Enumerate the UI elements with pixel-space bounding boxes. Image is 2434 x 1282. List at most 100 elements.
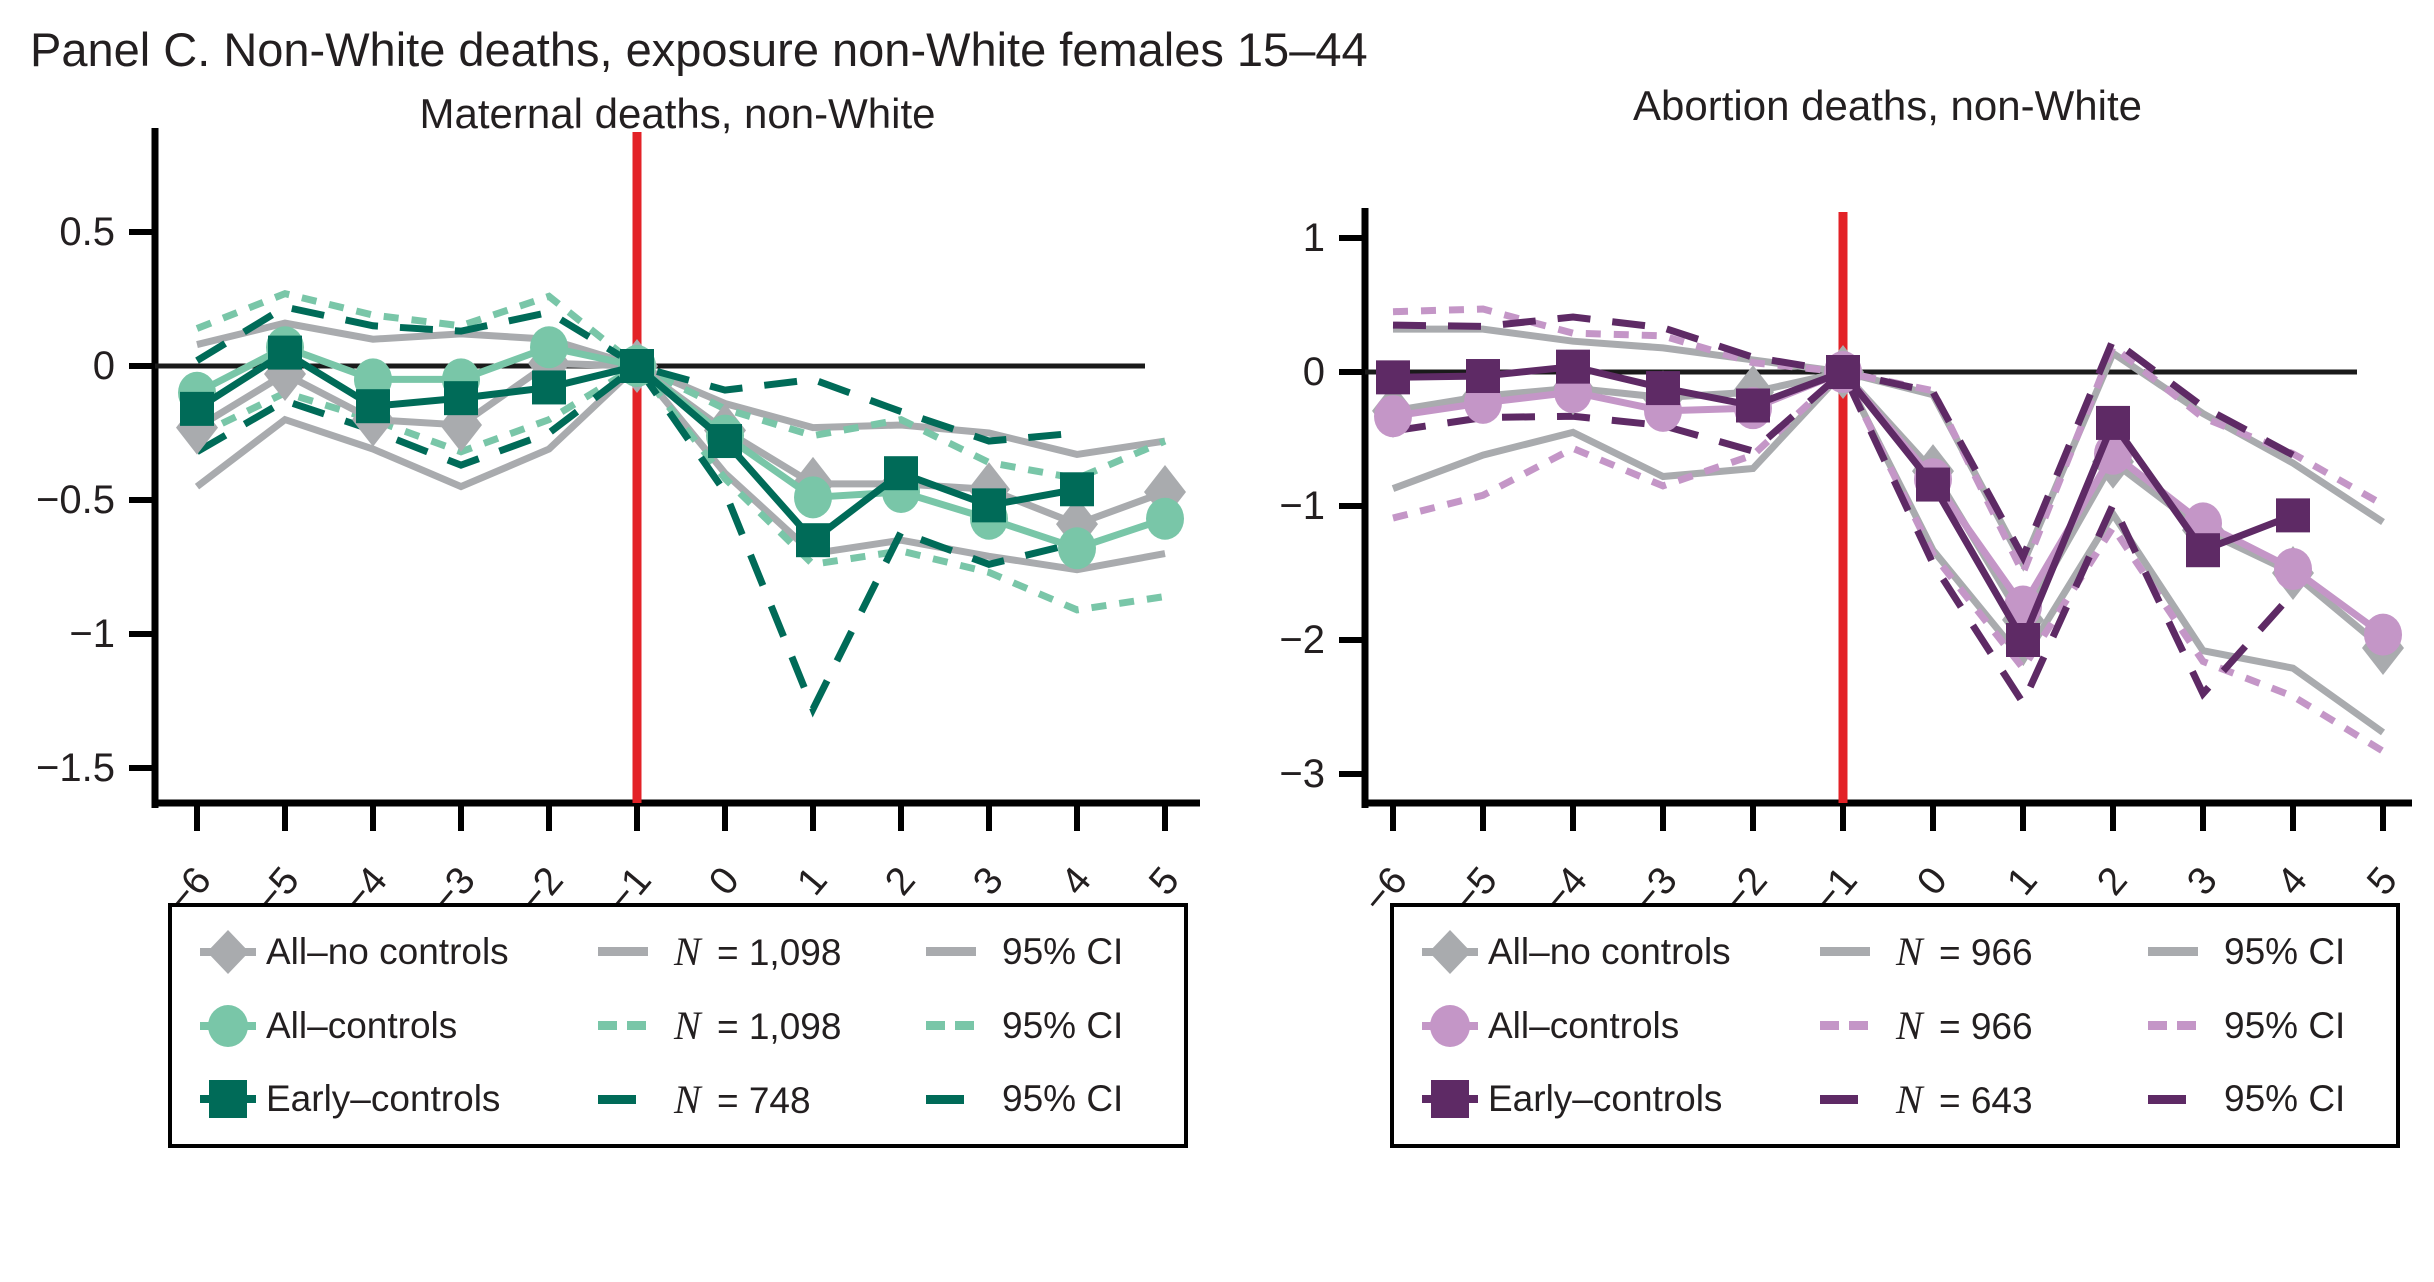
marker-square: [356, 389, 390, 424]
legend-marker-circle-icon: [200, 1001, 266, 1051]
legend-marker-diamond-icon: [1422, 927, 1488, 977]
x-tick-label: 3: [2179, 859, 2226, 903]
ci-line: [195, 361, 1078, 718]
legend-sample-size: N = 966: [1896, 929, 2033, 975]
legend-line-swatch-icon: [596, 944, 674, 959]
legend-ci-label: 95% CI: [2224, 1078, 2346, 1120]
y-tick-label: 0: [1303, 350, 1325, 394]
legend-line-swatch-icon: [596, 1092, 674, 1107]
legend-marker-square-icon: [200, 1074, 266, 1124]
y-tick-label: 0.5: [59, 210, 115, 254]
marker-square: [1466, 359, 1500, 394]
marker-circle: [2274, 547, 2312, 590]
x-tick-label: 0: [1909, 859, 1956, 903]
ci-line: [194, 360, 1166, 574]
legend-row: Early–controls N = 748 95% CI: [200, 1064, 1184, 1134]
series-line: [1392, 368, 2386, 651]
marker-square: [2096, 405, 2130, 440]
legend-series-label: All–controls: [1488, 1004, 1680, 1046]
marker-square: [444, 381, 478, 416]
marker-square: [1646, 371, 1680, 406]
marker-square: [972, 488, 1006, 523]
x-tick-label: 1: [1999, 859, 2046, 903]
y-tick-label: −0.5: [36, 478, 115, 522]
x-tick-label: 3: [965, 859, 1012, 903]
x-tick-label: 2: [877, 859, 924, 903]
legend-ci-label: 95% CI: [2224, 930, 2346, 972]
ci-line: [1392, 366, 2385, 755]
legend-row: All–no controls N = 1,098 95% CI: [200, 917, 1184, 987]
legend-sample-size: N = 966: [1896, 1003, 2033, 1048]
y-tick-label: −1.5: [36, 746, 115, 790]
ci-line: [1391, 365, 2386, 736]
legend-row: All–controls N = 1,098 95% CI: [200, 991, 1184, 1061]
marker-circle: [794, 476, 832, 519]
x-tick-label: 5: [2359, 859, 2406, 903]
marker-square: [1736, 388, 1770, 423]
marker-square: [620, 349, 654, 383]
marker-square: [1060, 472, 1094, 507]
legend-series-label: All–no controls: [266, 930, 509, 972]
legend-marker-square-icon: [1422, 1074, 1488, 1124]
marker-square: [268, 335, 302, 370]
marker-square: [1556, 349, 1590, 384]
marker-circle: [530, 326, 568, 369]
x-tick-label: 0: [701, 859, 748, 903]
marker-circle: [1146, 497, 1184, 540]
marker-square: [796, 523, 830, 558]
marker-square: [1916, 467, 1950, 502]
x-tick-label: 4: [1053, 859, 1100, 903]
panel-title: Panel C. Non-White deaths, exposure non-…: [30, 23, 1368, 76]
legend-series-label: Early–controls: [1488, 1078, 1723, 1120]
marker-square: [2276, 498, 2310, 533]
chart-title-abortion: Abortion deaths, non-White: [1633, 82, 2142, 129]
legend-sample-size: N = 1,098: [674, 929, 842, 975]
x-tick-label: 1: [789, 859, 836, 903]
marker-circle: [2364, 613, 2402, 656]
marker-square: [180, 391, 214, 426]
legend-series-label: All–controls: [266, 1004, 458, 1046]
ci-line: [195, 289, 1167, 483]
legend-ci-swatch-icon: [2146, 1092, 2224, 1107]
marker-square: [1826, 355, 1860, 389]
ci-line: [1393, 325, 2385, 572]
y-tick-label: −3: [1279, 752, 1325, 796]
marker-circle: [1374, 395, 1412, 438]
legend-row: Early–controls N = 643 95% CI: [1422, 1064, 2396, 1134]
legend-sample-size: N = 1,098: [674, 1003, 842, 1048]
legend-line-swatch-icon: [596, 1018, 674, 1033]
y-tick-label: −1: [69, 612, 115, 656]
y-tick-label: −2: [1279, 618, 1325, 662]
legend-series-label: All–no controls: [1488, 930, 1731, 972]
ci-line: [1392, 305, 2385, 582]
marker-circle: [1058, 527, 1096, 570]
legend-line-swatch-icon: [1818, 944, 1896, 959]
legend-row: All–no controls N = 966 95% CI: [1422, 917, 2396, 987]
x-tick-label: 2: [2089, 859, 2136, 903]
x-tick-label: 4: [2269, 859, 2316, 903]
y-tick-label: −1: [1279, 484, 1325, 528]
marker-square: [532, 370, 566, 405]
legend-ci-swatch-icon: [924, 944, 1002, 959]
legend-ci-swatch-icon: [2146, 944, 2224, 959]
x-tick-label: 5: [1141, 859, 1188, 903]
legend-sample-size: N = 643: [1896, 1076, 2033, 1122]
legend-marker-circle-icon: [1422, 1001, 1488, 1051]
legend-ci-swatch-icon: [2146, 1018, 2224, 1033]
legend-ci-swatch-icon: [924, 1018, 1002, 1033]
ci-line: [195, 303, 1078, 445]
series-line: [1392, 367, 2386, 638]
legend-line-swatch-icon: [1818, 1092, 1896, 1107]
legend-marker-diamond-icon: [200, 927, 266, 977]
legend-series-label: Early–controls: [266, 1078, 501, 1120]
marker-square: [2186, 533, 2220, 568]
legend-ci-label: 95% CI: [1002, 1004, 1124, 1046]
legend-abortion: All–no controls N = 966 95% CI All–controls…: [1390, 903, 2400, 1148]
plot-0: 0.50−0.5−1−1.5−6 −5 −4 −3 −2 −1 0 1 2 3 4 5: [36, 128, 1200, 921]
marker-square: [1376, 360, 1410, 395]
marker-square: [708, 424, 742, 459]
legend-sample-size: N = 748: [674, 1076, 811, 1122]
legend-ci-swatch-icon: [924, 1092, 1002, 1107]
